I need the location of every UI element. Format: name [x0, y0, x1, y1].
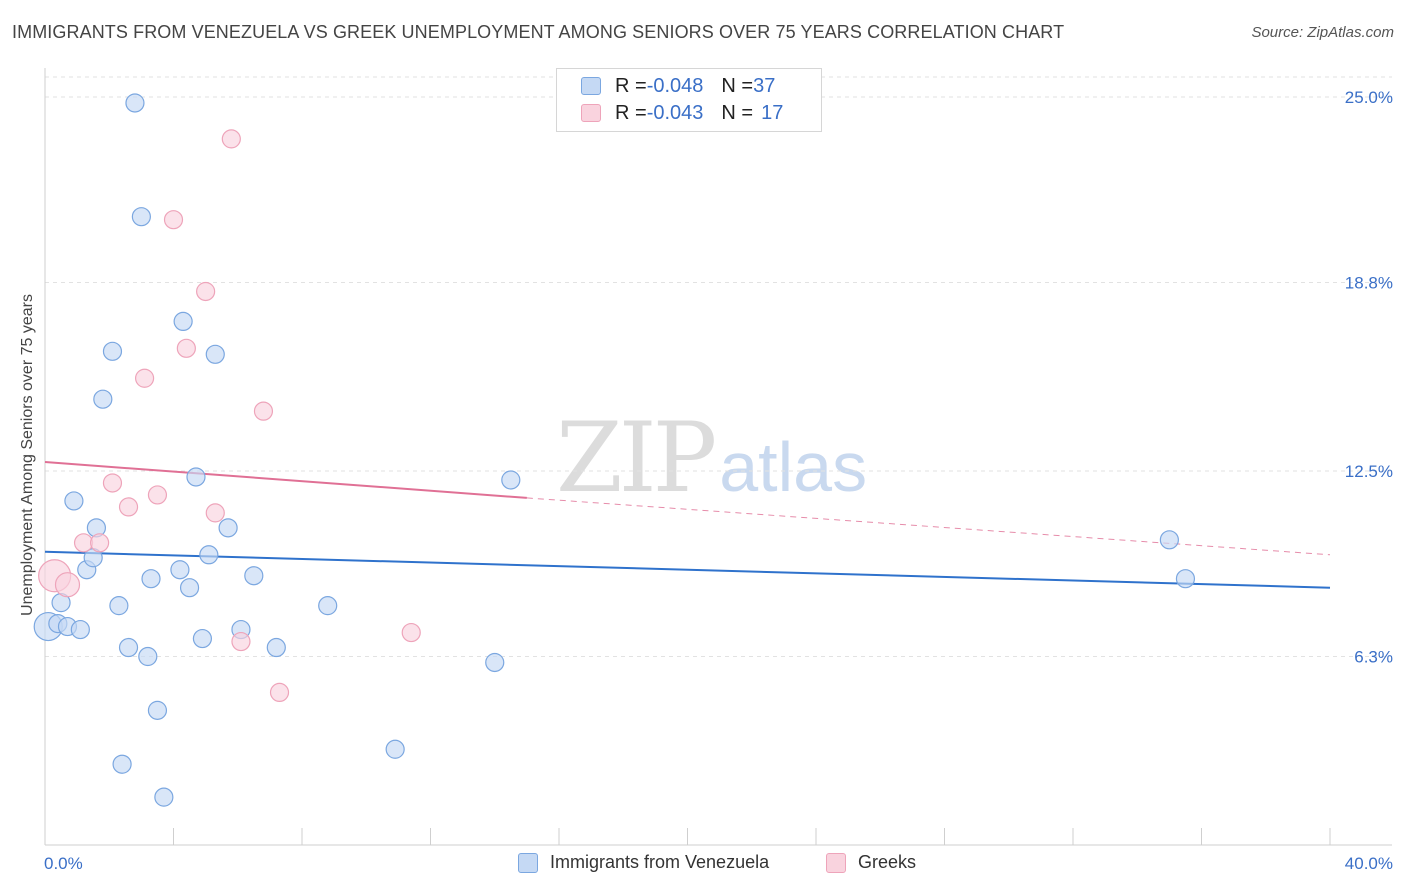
legend-swatch-venezuela: [581, 77, 601, 95]
y-axis-label: Unemployment Among Seniors over 75 years: [19, 294, 36, 616]
legend-r-value: -0.048: [646, 74, 704, 97]
bottom-legend-label-venezuela: Immigrants from Venezuela: [550, 852, 770, 872]
venezuela-point: [179, 578, 200, 598]
venezuela-point: [138, 646, 158, 667]
data-points: [33, 93, 1196, 807]
venezuela-point: [112, 754, 132, 774]
greeks-point: [163, 210, 184, 230]
greeks-point: [90, 533, 110, 553]
y-tick-label: 25.0%: [1345, 88, 1393, 107]
greeks-point: [401, 622, 421, 643]
bottom-legend-greeks: Greeks: [826, 852, 916, 873]
y-tick-label: 12.5%: [1345, 462, 1393, 481]
bottom-legend-venezuela: Immigrants from Venezuela: [518, 852, 769, 873]
watermark-zip: ZIP: [556, 402, 717, 514]
legend-r-value: -0.043: [646, 101, 704, 124]
greeks-point: [231, 631, 251, 652]
legend-row-venezuela: R = -0.048 N = 37: [581, 73, 775, 99]
bottom-legend-swatch-venezuela: [518, 852, 538, 873]
legend-n-label: N =: [721, 74, 754, 97]
venezuela-point: [141, 569, 161, 589]
x-tick-label: 0.0%: [44, 854, 83, 873]
greeks-point: [134, 368, 155, 388]
correlation-legend: R = -0.048 N = 37 R = -0.043 N = 17: [556, 68, 822, 132]
watermark-atlas: atlas: [719, 428, 868, 506]
venezuela-point: [192, 628, 213, 649]
legend-r-label: R =: [615, 74, 647, 97]
trend-line-greeks: [44, 461, 527, 499]
trend-lines: [44, 461, 1331, 589]
x-tick-label: 40.0%: [1345, 854, 1393, 873]
venezuela-point: [118, 637, 139, 658]
venezuela-point: [109, 596, 129, 616]
greeks-point: [73, 533, 94, 553]
venezuela-point: [485, 652, 505, 673]
legend-row-greeks: R = -0.043 N = 17: [581, 100, 783, 126]
legend-n-label: N =: [721, 101, 754, 124]
venezuela-point: [1159, 530, 1179, 550]
venezuela-point: [131, 207, 151, 227]
greeks-point: [176, 338, 196, 358]
watermark: ZIPatlas: [556, 402, 867, 514]
venezuela-point: [170, 560, 190, 580]
greeks-point: [147, 485, 168, 505]
axes: [44, 68, 1392, 846]
y-tick-label: 6.3%: [1354, 648, 1393, 667]
venezuela-point: [93, 389, 113, 409]
greeks-point: [196, 281, 216, 302]
legend-r-label: R =: [615, 101, 647, 124]
trend-line-venezuela: [44, 550, 1331, 589]
venezuela-point: [1175, 569, 1196, 589]
venezuela-point: [266, 637, 286, 658]
greeks-point: [269, 682, 290, 703]
greeks-point: [253, 401, 274, 421]
venezuela-point: [218, 518, 238, 538]
greeks-point: [102, 473, 123, 493]
venezuela-point: [173, 311, 193, 331]
venezuela-point: [154, 787, 174, 807]
greeks-point: [205, 503, 225, 523]
chart-source: Source: ZipAtlas.com: [1251, 24, 1394, 41]
venezuela-point: [244, 566, 264, 586]
bottom-legend-swatch-greeks: [826, 852, 846, 873]
legend-swatch-greeks: [581, 104, 601, 122]
y-tick-label: 18.8%: [1345, 274, 1393, 293]
venezuela-point: [125, 93, 145, 113]
venezuela-point: [199, 545, 219, 565]
venezuela-point: [102, 341, 123, 361]
legend-n-value: 37: [753, 74, 776, 97]
venezuela-point: [147, 700, 168, 720]
chart-title: IMMIGRANTS FROM VENEZUELA VS GREEK UNEMP…: [12, 22, 1065, 42]
greeks-point: [54, 572, 81, 598]
venezuela-point: [205, 344, 225, 364]
venezuela-point: [385, 739, 405, 759]
tick-labels: 6.3% 12.5% 18.8% 25.0% 0.0% 40.0%: [44, 88, 1393, 873]
venezuela-point: [64, 491, 84, 511]
trend-line-greeks-extrapolated: [526, 497, 1331, 556]
greeks-point: [118, 497, 139, 517]
legend-n-value: 17: [761, 101, 784, 124]
venezuela-point: [186, 467, 206, 487]
bottom-legend-label-greeks: Greeks: [858, 852, 917, 872]
greeks-point: [221, 129, 241, 149]
venezuela-point: [501, 470, 521, 490]
venezuela-point: [70, 619, 90, 640]
venezuela-point: [318, 596, 338, 616]
